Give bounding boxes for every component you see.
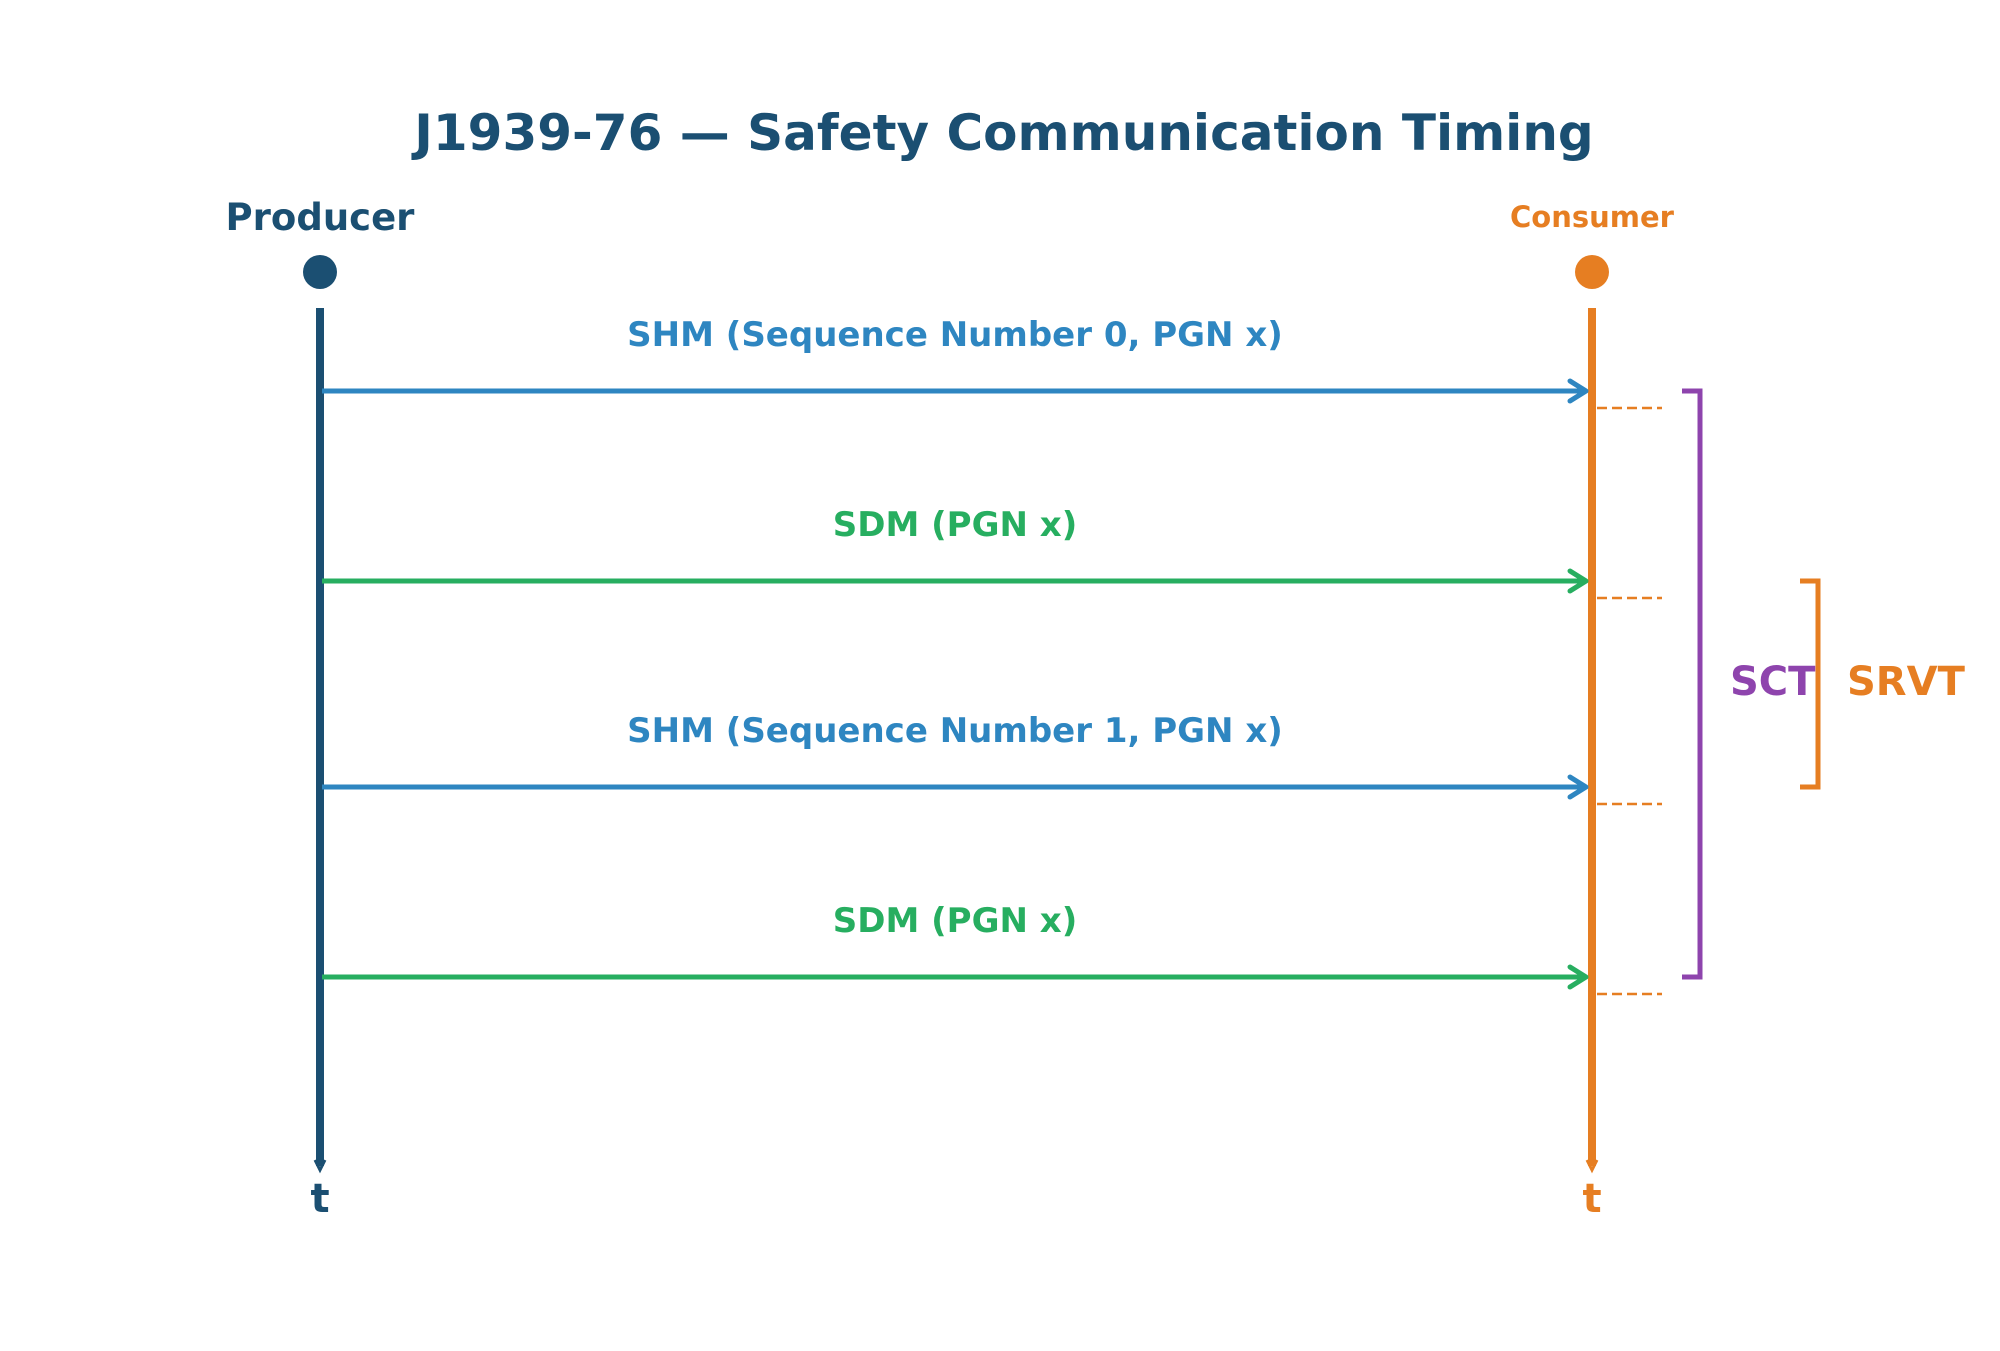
producer-node	[303, 255, 337, 289]
arrowhead-icon	[1567, 568, 1589, 594]
message-label: SHM (Sequence Number 1, PGN x)	[627, 711, 1283, 751]
srvt-label: SRVT	[1847, 659, 1966, 705]
sct-bracket	[1682, 388, 1703, 980]
message-label: SDM (PGN x)	[833, 901, 1078, 941]
sct-label: SCT	[1730, 659, 1816, 705]
consumer-time-label: t	[1582, 1176, 1601, 1222]
diagram-title: J1939-76 — Safety Communication Timing	[411, 104, 1593, 162]
srvt-bracket	[1800, 578, 1821, 790]
arrowhead-icon	[1567, 378, 1589, 404]
producer-lifeline-arrowhead	[313, 1159, 327, 1174]
arrowhead-icon	[1567, 774, 1589, 800]
arrowhead-icon	[1567, 964, 1589, 990]
producer-time-label: t	[310, 1176, 329, 1222]
consumer-label: Consumer	[1510, 200, 1675, 234]
consumer-node	[1575, 255, 1609, 289]
message-label: SDM (PGN x)	[833, 505, 1078, 545]
message-label: SHM (Sequence Number 0, PGN x)	[627, 315, 1283, 355]
consumer-lifeline-arrowhead	[1585, 1159, 1599, 1174]
producer-label: Producer	[226, 196, 416, 239]
